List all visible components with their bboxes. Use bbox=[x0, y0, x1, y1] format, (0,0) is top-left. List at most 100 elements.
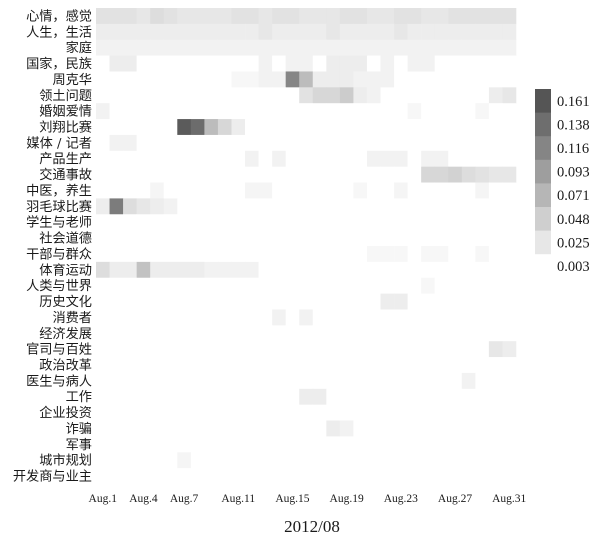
row-label: 体育运动 bbox=[39, 262, 92, 278]
heatmap-cell bbox=[326, 309, 341, 326]
heatmap-cell bbox=[407, 150, 422, 167]
heatmap-cell bbox=[109, 39, 124, 56]
heatmap-cell bbox=[353, 150, 368, 167]
heatmap-cell bbox=[488, 134, 503, 152]
heatmap-cell bbox=[380, 277, 395, 294]
heatmap-cell bbox=[136, 388, 151, 405]
heatmap-cell bbox=[96, 309, 110, 326]
x-axis-title: 2012/08 bbox=[284, 517, 340, 536]
heatmap-cell bbox=[326, 23, 341, 41]
heatmap-cell bbox=[217, 214, 232, 231]
heatmap-cell bbox=[245, 341, 259, 358]
heatmap-cell bbox=[109, 309, 124, 326]
heatmap-cell bbox=[258, 103, 273, 120]
heatmap-cell bbox=[366, 103, 381, 120]
heatmap-cell bbox=[448, 8, 463, 25]
heatmap-cell bbox=[339, 293, 354, 310]
heatmap-cell bbox=[366, 166, 381, 183]
legend-swatch bbox=[535, 159, 551, 184]
heatmap-cell bbox=[109, 341, 124, 358]
heatmap-cell bbox=[150, 357, 165, 374]
heatmap-cell bbox=[366, 293, 381, 310]
heatmap-cell bbox=[96, 119, 110, 136]
heatmap-cell bbox=[407, 388, 422, 405]
heatmap-cell bbox=[217, 198, 232, 215]
heatmap-cell bbox=[488, 436, 503, 453]
heatmap-cell bbox=[258, 214, 273, 231]
heatmap-cell bbox=[272, 23, 286, 41]
heatmap-cell bbox=[339, 134, 354, 152]
heatmap-cell bbox=[258, 71, 273, 88]
heatmap-cell bbox=[353, 325, 368, 342]
heatmap-cell bbox=[231, 214, 246, 231]
heatmap-cell bbox=[231, 119, 246, 136]
heatmap-cell bbox=[339, 325, 354, 342]
heatmap-cell bbox=[448, 341, 463, 358]
heatmap-cell bbox=[421, 388, 436, 405]
heatmap-cell bbox=[299, 119, 314, 136]
heatmap-cell bbox=[312, 309, 327, 326]
row-label: 人类与世界 bbox=[26, 278, 92, 294]
heatmap-cell bbox=[461, 277, 476, 294]
heatmap-cell bbox=[177, 246, 192, 263]
heatmap-cell bbox=[96, 452, 110, 469]
heatmap-cell bbox=[353, 309, 368, 326]
heatmap-cell bbox=[461, 103, 476, 120]
heatmap-cell bbox=[123, 198, 137, 215]
x-tick-label: Aug.1 bbox=[89, 493, 118, 505]
heatmap-cell bbox=[421, 420, 436, 437]
heatmap-cell bbox=[434, 293, 449, 310]
heatmap-cell bbox=[475, 71, 490, 88]
heatmap-cell bbox=[96, 134, 110, 152]
heatmap-cell bbox=[217, 230, 232, 247]
heatmap-cell bbox=[366, 182, 381, 199]
heatmap-cell bbox=[502, 452, 517, 469]
heatmap-cell bbox=[299, 8, 314, 25]
heatmap-cell bbox=[272, 198, 286, 215]
heatmap-cell bbox=[339, 119, 354, 136]
heatmap-cell bbox=[258, 325, 273, 342]
heatmap-cell bbox=[299, 341, 314, 358]
heatmap-cell bbox=[123, 261, 137, 279]
heatmap-cell bbox=[502, 134, 517, 152]
heatmap-cell bbox=[461, 39, 476, 56]
heatmap-cell bbox=[109, 87, 124, 104]
heatmap-cell bbox=[353, 166, 368, 183]
heatmap-cell bbox=[502, 246, 517, 263]
heatmap-cell bbox=[272, 8, 286, 25]
heatmap-cell bbox=[217, 452, 232, 469]
heatmap-cell bbox=[231, 372, 246, 390]
heatmap-cell bbox=[96, 71, 110, 88]
heatmap-cell bbox=[312, 119, 327, 136]
heatmap-cell bbox=[434, 23, 449, 41]
heatmap-cell bbox=[380, 230, 395, 247]
heatmap-cell bbox=[394, 420, 408, 437]
heatmap-cell bbox=[245, 23, 259, 41]
heatmap-cell bbox=[109, 436, 124, 453]
heatmap-cell bbox=[312, 261, 327, 279]
heatmap-cell bbox=[353, 182, 368, 199]
heatmap-cell bbox=[96, 23, 110, 41]
heatmap-cell bbox=[461, 468, 476, 485]
heatmap-cell bbox=[163, 293, 178, 310]
heatmap-cell bbox=[204, 246, 219, 263]
heatmap-cell bbox=[177, 214, 192, 231]
heatmap-cell bbox=[150, 150, 165, 167]
heatmap-cell bbox=[502, 277, 517, 294]
heatmap-cell bbox=[488, 309, 503, 326]
heatmap-cell bbox=[190, 357, 205, 374]
heatmap-cell bbox=[488, 230, 503, 247]
heatmap-cell bbox=[109, 182, 124, 199]
heatmap-cell bbox=[475, 182, 490, 199]
heatmap-cell bbox=[421, 71, 436, 88]
heatmap-cell bbox=[407, 404, 422, 421]
heatmap-cell bbox=[272, 55, 286, 72]
heatmap-cell bbox=[475, 119, 490, 136]
heatmap-cell bbox=[380, 150, 395, 167]
heatmap-cell bbox=[123, 134, 137, 152]
heatmap-cell bbox=[434, 198, 449, 215]
heatmap-cell bbox=[448, 293, 463, 310]
heatmap-cell bbox=[448, 452, 463, 469]
heatmap-cell bbox=[150, 39, 165, 56]
heatmap-cell bbox=[96, 198, 110, 215]
